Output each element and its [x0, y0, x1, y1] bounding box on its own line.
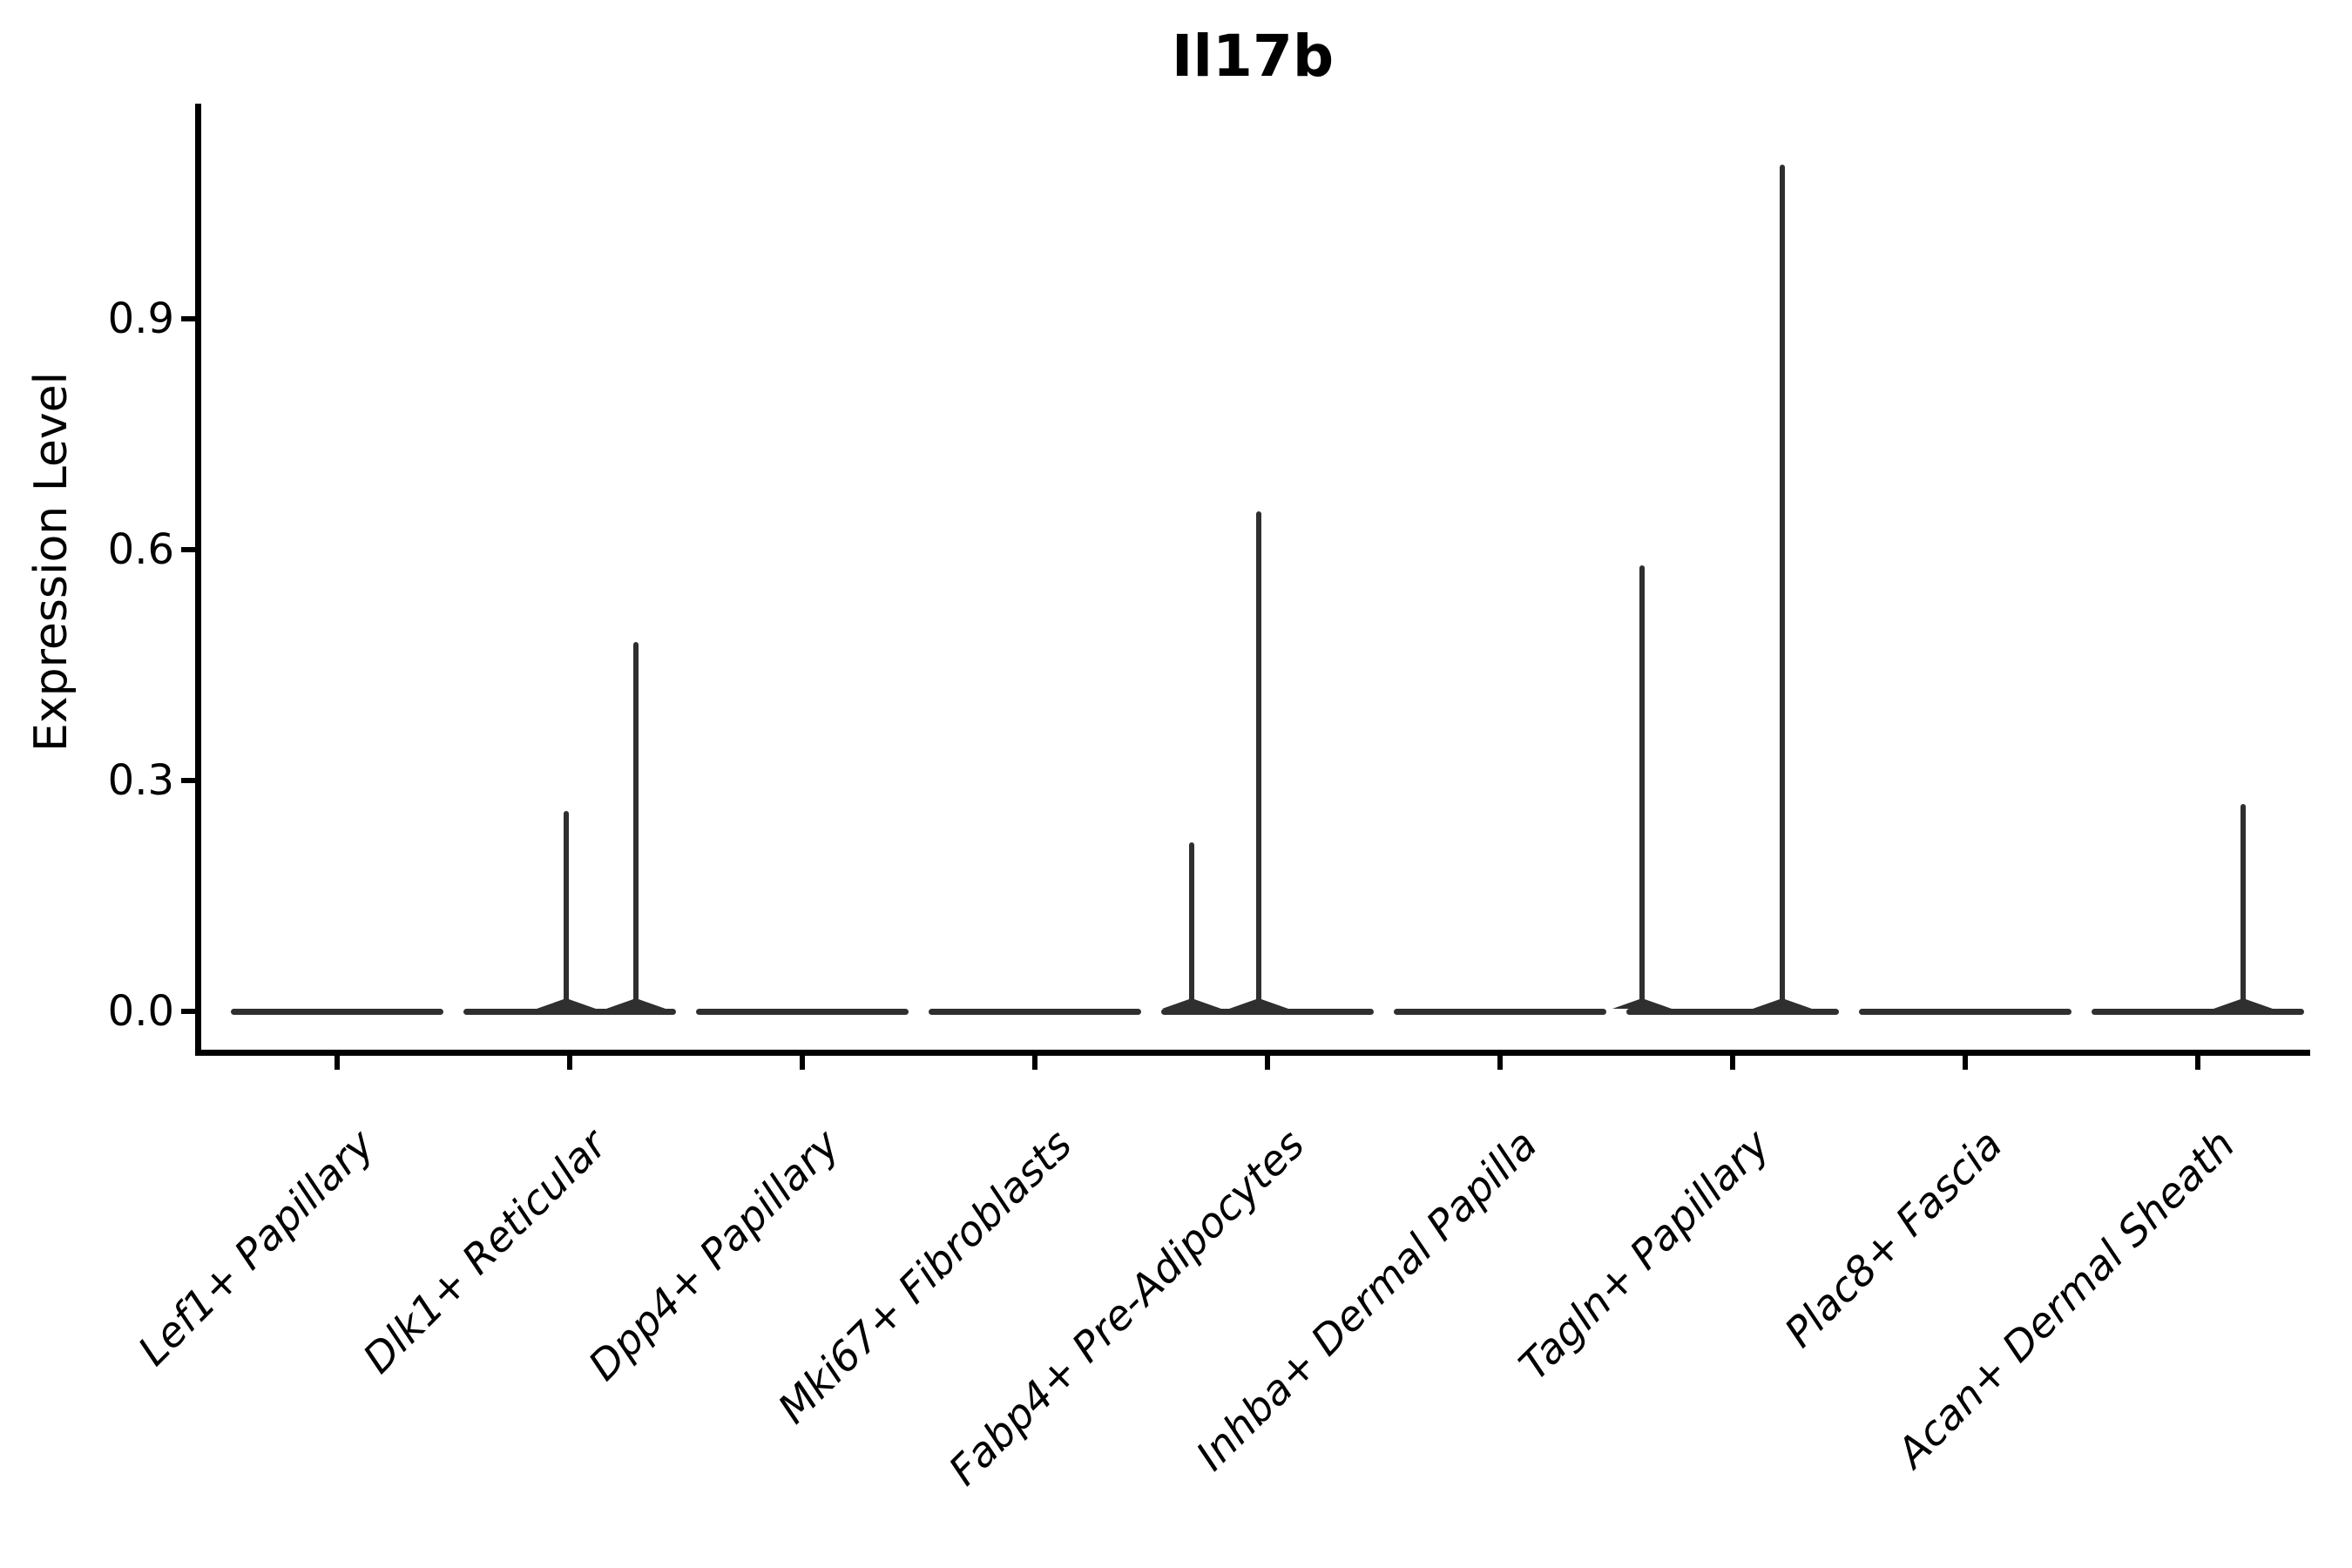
- y-tick-label: 0.6: [107, 525, 174, 575]
- violin-spike: [564, 811, 569, 1014]
- violin-baseline: [463, 1009, 676, 1015]
- x-tick: [335, 1056, 340, 1070]
- violin-spike: [633, 642, 639, 1014]
- y-tick: [181, 316, 195, 322]
- violin-spike: [1189, 841, 1194, 1014]
- x-tick: [1032, 1056, 1037, 1070]
- x-tick: [567, 1056, 572, 1070]
- violin-spike: [1639, 564, 1645, 1014]
- violin-baseline: [1626, 1009, 1839, 1015]
- violin-baseline: [929, 1009, 1141, 1015]
- x-tick: [1730, 1056, 1735, 1070]
- x-tick: [800, 1056, 805, 1070]
- violin-baseline: [696, 1009, 909, 1015]
- violin-baseline: [2092, 1009, 2304, 1015]
- x-tick: [1497, 1056, 1503, 1070]
- violin-spike: [1780, 165, 1785, 1014]
- x-axis-spine: [195, 1050, 2310, 1056]
- y-tick: [181, 1009, 195, 1014]
- violin-baseline: [1161, 1009, 1374, 1015]
- x-tick: [1963, 1056, 1968, 1070]
- x-tick-label: Lef1+ Papillary: [129, 1120, 384, 1375]
- x-tick: [1265, 1056, 1270, 1070]
- y-tick: [181, 547, 195, 553]
- x-tick: [2195, 1056, 2200, 1070]
- violin-baseline: [1859, 1009, 2072, 1015]
- violin-spike: [1256, 510, 1261, 1014]
- violin-baseline: [1394, 1009, 1606, 1015]
- x-tick-label: Plac8+ Fascia: [1775, 1120, 2012, 1357]
- violin-baseline: [231, 1009, 443, 1015]
- chart-title: Il17b: [1171, 23, 1335, 90]
- y-tick-label: 0.9: [107, 294, 174, 344]
- y-tick-label: 0.0: [107, 987, 174, 1036]
- x-tick-label: Dpp4+ Papillary: [579, 1120, 849, 1390]
- y-tick: [181, 778, 195, 783]
- y-tick-label: 0.3: [107, 756, 174, 805]
- violin-spike: [2240, 803, 2246, 1014]
- x-tick-label: Tagln+ Papillary: [1510, 1120, 1780, 1390]
- x-tick-label: Dlk1+ Reticular: [354, 1120, 617, 1383]
- y-axis-spine: [195, 104, 201, 1056]
